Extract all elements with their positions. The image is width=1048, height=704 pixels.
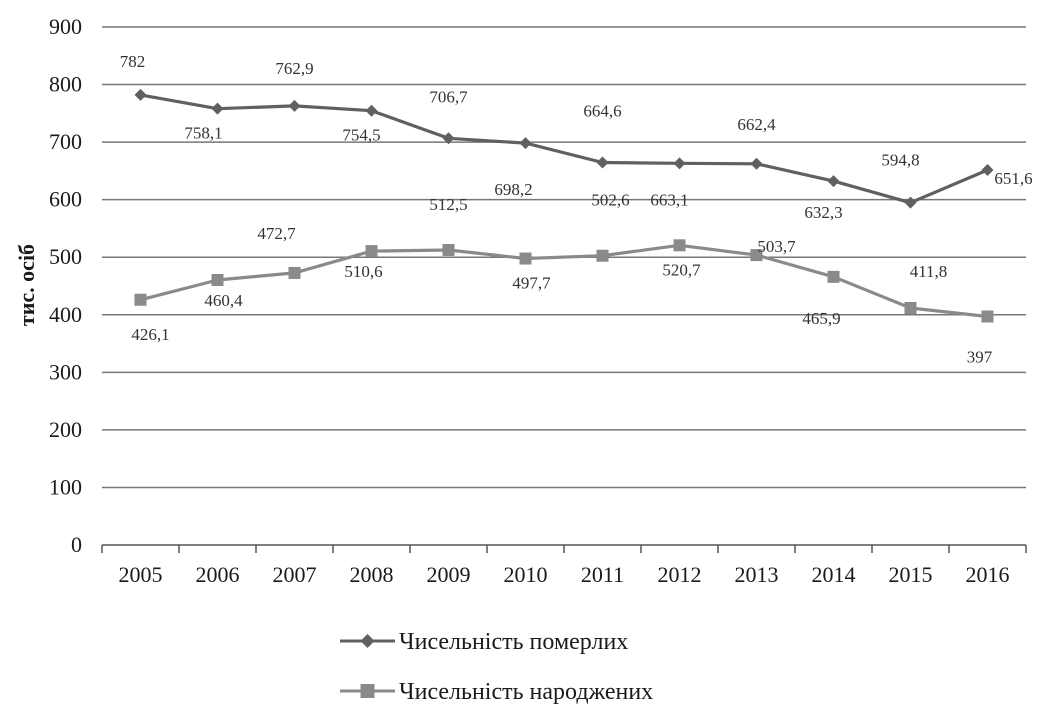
deaths-point [442,132,455,145]
x-tick-label: 2012 [658,562,702,587]
legend-diamond-marker [360,634,375,648]
deaths-data-label: 662,4 [737,115,776,134]
births-data-label: 512,5 [429,195,467,214]
births-point [134,293,147,306]
births-point [442,244,455,257]
deaths-point [673,157,686,170]
deaths-data-label: 651,6 [994,169,1032,188]
births-point [519,252,532,265]
deaths-point [981,163,994,176]
y-axis-label: тис. осіб [14,244,39,326]
y-tick-label: 800 [49,72,82,97]
births-data-label: 502,6 [591,191,629,210]
births-data-label: 460,4 [204,291,243,310]
births-point [981,310,994,323]
births-data-label: 510,6 [344,262,382,281]
deaths-point [827,175,840,188]
births-point [596,249,609,262]
legend: Чисельність померлих Чисельність народжен… [340,629,653,704]
deaths-point [288,99,301,112]
births-data-label: 472,7 [257,224,296,243]
x-tick-label: 2015 [889,562,933,587]
births-point [365,245,378,258]
deaths-data-label: 782 [120,52,146,71]
births-point [288,266,301,279]
deaths-point [904,196,917,209]
births-data-label: 465,9 [802,309,840,328]
births-point [827,270,840,283]
births-data-label: 411,8 [910,262,948,281]
births-point [673,239,686,252]
births-point [750,249,763,262]
deaths-point [365,104,378,117]
axes: 0 100 200 300 400 500 600 700 800 900 2005 2006 2007… [49,14,1027,587]
legend-label-births: Чисельність народжених [399,679,653,704]
deaths-data-label: 754,5 [342,126,380,145]
x-tick-label: 2009 [427,562,471,587]
y-tick-label: 100 [49,474,82,499]
y-tick-label: 600 [49,187,82,212]
series-lines [134,88,994,323]
births-data-label: 397 [967,348,993,367]
y-tick-label: 200 [49,417,82,442]
x-tick-label: 2007 [273,562,317,587]
deaths-data-label: 632,3 [804,203,842,222]
births-data-label: 426,1 [131,325,169,344]
x-tick-label: 2013 [735,562,779,587]
deaths-data-label: 663,1 [650,190,688,209]
births-point [904,301,917,314]
legend-square-marker [360,684,375,698]
x-tick-label: 2014 [812,562,856,587]
deaths-point [134,88,147,101]
y-tick-label: 500 [49,244,82,269]
y-tick-label: 900 [49,14,82,39]
deaths-data-label: 706,7 [429,87,468,106]
births-data-label: 497,7 [512,274,551,293]
deaths-data-label: 762,9 [275,59,313,78]
y-tick-label: 300 [49,359,82,384]
births-data-label: 520,7 [662,260,701,279]
series-line-births [140,243,988,319]
deaths-point [211,102,224,115]
x-tick-label: 2005 [119,562,163,587]
data-labels: 782 758,1 762,9 754,5 706,7 698,2 664,6 663,1 66… [120,52,1033,367]
x-tick-label: 2016 [966,562,1010,587]
deaths-data-label: 594,8 [881,151,919,170]
births-point [211,274,224,287]
deaths-data-label: 698,2 [494,180,532,199]
x-tick-label: 2008 [350,562,394,587]
x-tick-label: 2010 [504,562,548,587]
y-tick-label: 700 [49,129,82,154]
legend-label-deaths: Чисельність померлих [399,629,628,655]
deaths-data-label: 758,1 [184,124,222,143]
y-tick-label: 0 [71,532,82,557]
births-data-label: 503,7 [757,237,796,256]
series-line-deaths [140,93,989,205]
deaths-point [519,137,532,150]
x-tick-label: 2011 [581,562,624,587]
deaths-point [750,157,763,170]
x-tick-label: 2006 [196,562,240,587]
deaths-point [596,156,609,169]
deaths-data-label: 664,6 [583,101,621,120]
y-tick-label: 400 [49,302,82,327]
